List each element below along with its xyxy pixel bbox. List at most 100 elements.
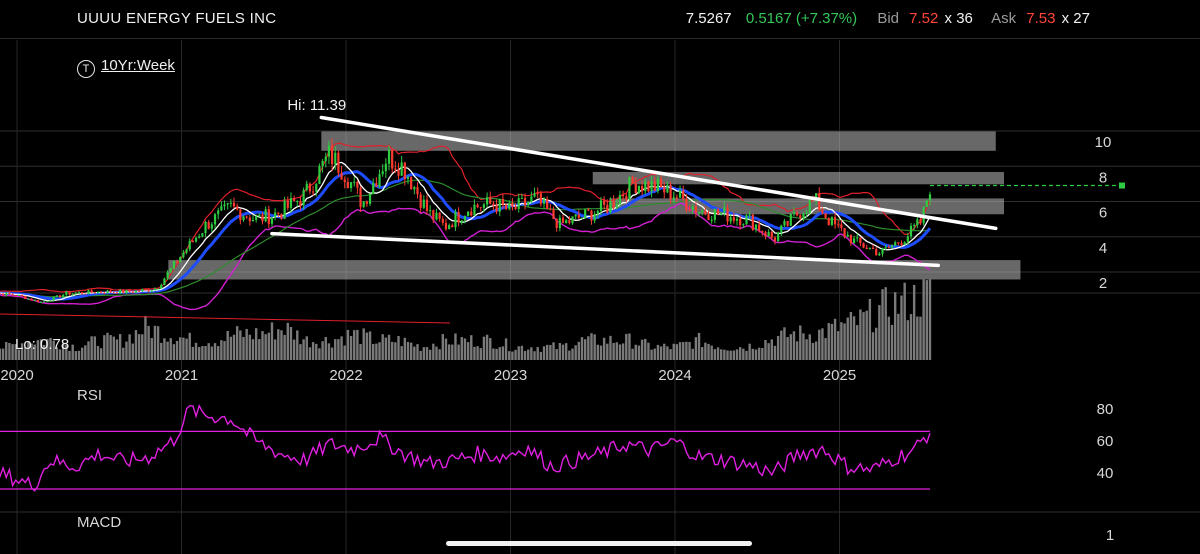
- volume-bar: [846, 317, 849, 360]
- volume-bar: [656, 344, 660, 360]
- volume-bar: [697, 332, 701, 360]
- candle-body: [236, 206, 239, 210]
- candle-body: [903, 242, 906, 245]
- candle-body: [574, 214, 577, 217]
- volume-bar: [24, 346, 27, 360]
- volume-bar: [169, 338, 172, 360]
- candle-body: [362, 201, 365, 207]
- candle-body: [264, 209, 267, 222]
- volume-bar: [761, 347, 764, 360]
- volume-bar: [621, 343, 625, 360]
- volume-bar: [552, 342, 555, 360]
- volume-bar: [650, 349, 653, 360]
- candle-body: [55, 295, 58, 297]
- candle-body: [147, 289, 150, 292]
- candle-body: [871, 247, 875, 250]
- volume-bar: [378, 342, 381, 360]
- volume-bar: [457, 344, 460, 360]
- candle-body: [479, 207, 482, 209]
- volume-bar: [359, 344, 362, 360]
- candle-body: [103, 292, 106, 294]
- candle-body: [245, 216, 248, 218]
- grid: [0, 40, 1200, 554]
- candle-body: [36, 299, 39, 303]
- candle-body: [327, 145, 331, 157]
- volume-bar: [666, 346, 669, 360]
- candle-body: [33, 299, 36, 301]
- candle-body: [394, 168, 397, 170]
- volume-bar: [343, 345, 346, 360]
- candle-body: [473, 204, 476, 216]
- candle-body: [425, 199, 429, 211]
- volume-bar: [99, 348, 103, 360]
- volume-bar: [814, 341, 818, 360]
- volume-bar: [141, 334, 144, 360]
- period-selector[interactable]: T 10Yr:Week: [77, 57, 175, 78]
- volume-bar: [618, 344, 622, 360]
- candle-body: [356, 181, 359, 188]
- candle-body: [286, 200, 289, 208]
- candle-body: [62, 294, 65, 298]
- volume-bar: [179, 337, 182, 360]
- volume-bar: [166, 341, 169, 360]
- volume-bar: [283, 334, 286, 360]
- candle-body: [270, 217, 274, 224]
- candle-body: [299, 200, 302, 206]
- volume-bar: [185, 338, 188, 360]
- year-tick-label: 2025: [823, 367, 856, 384]
- candle-body: [125, 290, 128, 293]
- volume-bar: [372, 344, 375, 360]
- volume-bar: [90, 336, 93, 360]
- candle-body: [438, 212, 441, 219]
- volume-bar: [808, 334, 811, 360]
- candle-body: [618, 194, 622, 205]
- candle-body: [213, 214, 217, 225]
- candle-body: [647, 181, 650, 192]
- candle-body: [498, 198, 501, 212]
- volume-bar: [644, 338, 647, 360]
- volume-bar: [198, 347, 201, 360]
- candle-body: [302, 190, 305, 206]
- candle-body: [852, 238, 856, 244]
- volume-bar: [118, 334, 122, 360]
- volume-bar: [425, 347, 429, 360]
- volume-bar: [368, 331, 372, 360]
- volume-bar: [137, 334, 141, 360]
- volume-bar: [878, 305, 881, 360]
- candle-body: [688, 209, 691, 211]
- volume-bar: [545, 344, 549, 360]
- volume-bar: [849, 312, 853, 360]
- candle-body: [644, 181, 647, 192]
- volume-bar: [390, 341, 394, 360]
- volume-bar: [729, 350, 732, 360]
- volume-bar: [928, 279, 932, 360]
- volume-bar: [827, 323, 830, 360]
- candle-body: [669, 184, 672, 200]
- quote-bar: 7.5267 0.5167 (+7.37%) Bid 7.52 x 36 Ask…: [684, 10, 1102, 27]
- candle-body: [916, 219, 919, 225]
- candles: [0, 138, 932, 304]
- candle-body: [312, 191, 315, 193]
- candle-body: [745, 215, 748, 225]
- volume-bar: [783, 327, 786, 360]
- volume-bar: [220, 340, 223, 360]
- candle-body: [748, 214, 751, 216]
- candle-body: [1, 293, 5, 296]
- volume-bar: [356, 329, 359, 360]
- candle-body: [20, 294, 24, 297]
- candle-body: [169, 268, 172, 273]
- home-indicator[interactable]: [446, 541, 752, 546]
- volume-bar: [432, 343, 435, 360]
- candle-body: [495, 205, 498, 212]
- candle-body: [422, 199, 425, 208]
- candle-body: [897, 242, 900, 244]
- volume-bar: [852, 316, 856, 360]
- candle-body: [599, 200, 603, 211]
- volume-bar: [435, 346, 438, 360]
- volume-bar: [409, 342, 413, 360]
- candle-body: [770, 231, 773, 238]
- candle-body: [182, 252, 185, 258]
- volume-bar: [701, 347, 704, 360]
- candle-body: [201, 233, 204, 237]
